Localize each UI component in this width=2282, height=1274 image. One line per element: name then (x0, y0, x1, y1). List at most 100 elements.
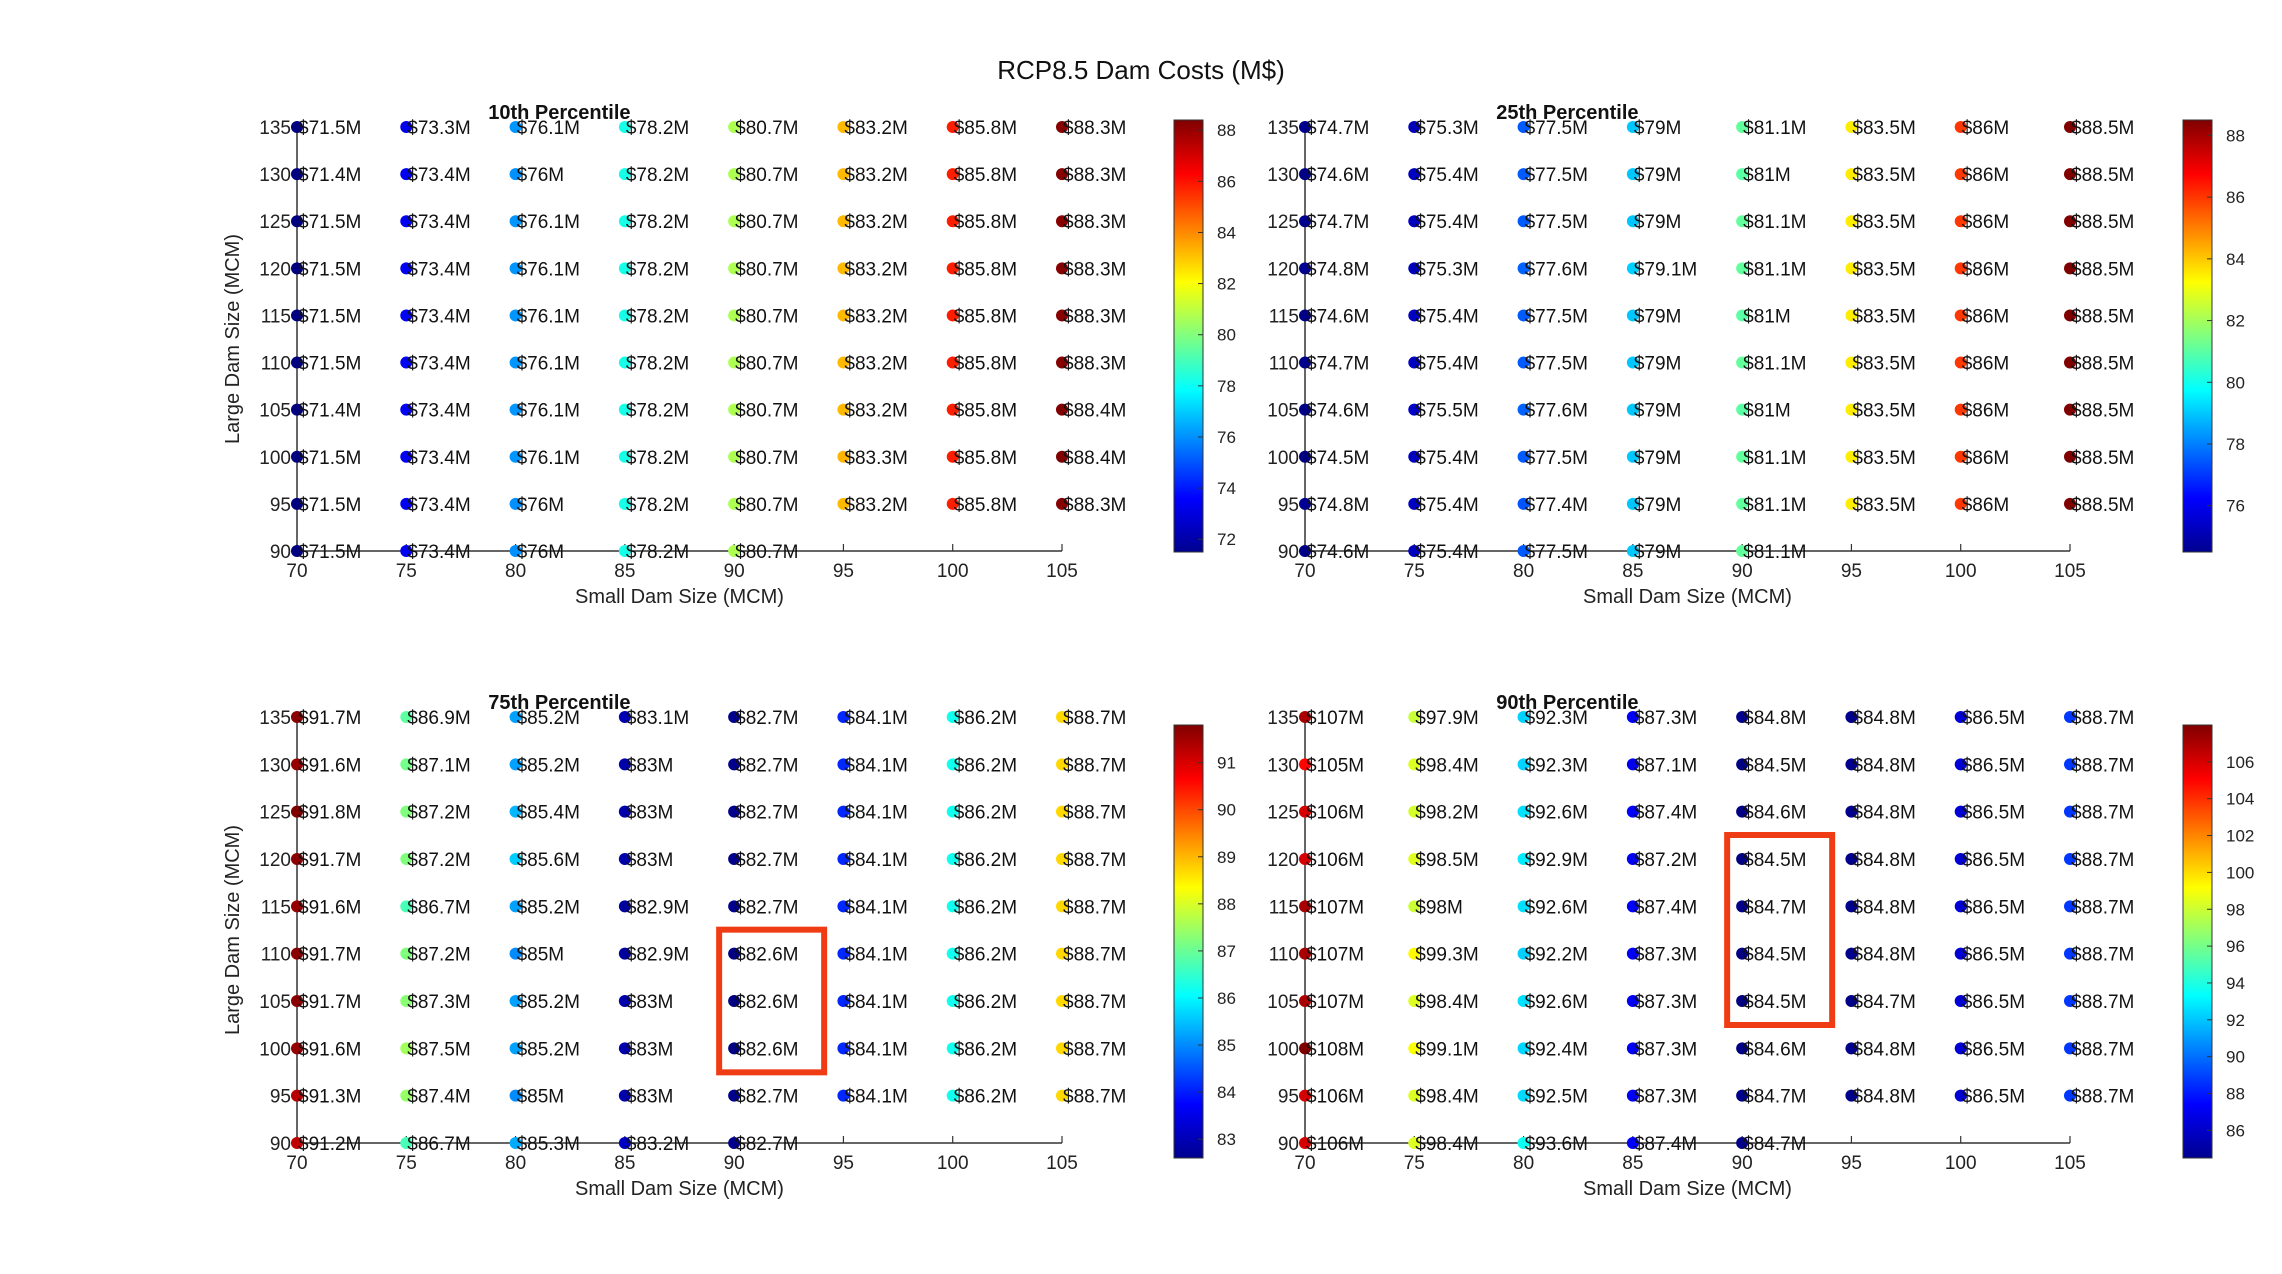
data-label: $76.1M (517, 401, 580, 422)
colorbar-tick-label: 106 (2226, 753, 2254, 772)
data-label: $84.7M (1743, 1087, 1806, 1108)
data-label: $78.2M (626, 448, 689, 469)
data-point (1056, 497, 1068, 510)
data-label: $86.5M (1962, 803, 2025, 824)
data-label: $74.5M (1306, 448, 1369, 469)
data-label: $86.2M (954, 992, 1017, 1013)
data-label: $82.6M (735, 1039, 798, 1060)
data-label: $79M (1634, 165, 1682, 186)
data-label: $84.1M (844, 897, 907, 918)
data-label: $81.1M (1743, 118, 1806, 139)
panel-1: 70 75 80 85 90 95 100 105 90 95 100 105 110 115 120 125… (222, 102, 1236, 608)
data-point (509, 309, 522, 322)
panels: 70 75 80 85 90 95 100 105 90 95 100 105 110 115 120 125… (222, 102, 2254, 1200)
data-point (1626, 168, 1639, 181)
data-label: $83.5M (1852, 401, 1915, 422)
data-point (837, 215, 850, 228)
data-point (1056, 1042, 1068, 1055)
data-label: $88.5M (2071, 259, 2134, 280)
data-label: $84.8M (1852, 850, 1915, 871)
data-label: $86M (1962, 118, 2010, 139)
data-point (1408, 309, 1421, 322)
data-label: $91.7M (298, 708, 361, 729)
y-tick-label: 125 (259, 212, 291, 233)
data-point (1845, 805, 1858, 818)
data-point (291, 853, 303, 865)
data-point (400, 356, 413, 369)
data-point (1736, 215, 1749, 228)
data-label: $86M (1962, 306, 2010, 327)
data-label: $76M (517, 495, 565, 516)
colorbar-tick-label: 88 (1217, 895, 1236, 914)
data-point (291, 215, 303, 228)
data-point (1845, 853, 1858, 865)
data-point (400, 545, 413, 557)
data-label: $73.4M (407, 542, 470, 563)
data-point (509, 853, 522, 865)
data-label: $71.5M (298, 259, 361, 280)
data-point (2064, 853, 2076, 865)
data-point (728, 1089, 741, 1102)
colorbar-tick-label: 89 (1217, 848, 1236, 867)
data-label: $81.1M (1743, 495, 1806, 516)
data-point (2064, 1042, 2076, 1055)
colorbar (2182, 119, 2213, 553)
data-label: $77.5M (1525, 165, 1588, 186)
data-label: $84.5M (1743, 992, 1806, 1013)
data-label: $86.2M (954, 897, 1017, 918)
data-label: $77.5M (1525, 354, 1588, 375)
x-tick-label: 105 (1046, 1153, 1078, 1174)
x-tick-label: 95 (1841, 561, 1862, 582)
data-label: $83M (626, 850, 674, 871)
data-label: $79M (1634, 542, 1682, 563)
panel-title: 75th Percentile (488, 692, 630, 714)
data-label: $86.9M (407, 708, 470, 729)
data-label: $80.7M (735, 542, 798, 563)
data-point (837, 356, 850, 369)
y-tick-label: 90 (1278, 542, 1299, 563)
data-point (946, 758, 959, 771)
data-point (1517, 121, 1530, 133)
data-point (1845, 356, 1858, 369)
data-label: $86.5M (1962, 897, 2025, 918)
data-point (1517, 853, 1530, 865)
data-point (1845, 758, 1858, 771)
data-point (1299, 1137, 1311, 1149)
data-point (728, 497, 741, 510)
data-point (1954, 168, 1967, 181)
data-label: $84.8M (1852, 755, 1915, 776)
data-label: $77.6M (1525, 401, 1588, 422)
data-point (946, 947, 959, 960)
data-point (1056, 121, 1068, 133)
data-label: $75.4M (1415, 542, 1478, 563)
data-point (1954, 215, 1967, 228)
data-point (1736, 947, 1749, 960)
y-tick-label: 110 (261, 945, 291, 966)
data-label: $84.8M (1852, 897, 1915, 918)
y-tick-label: 120 (1267, 259, 1299, 280)
data-point (400, 900, 413, 913)
data-label: $85M (517, 945, 565, 966)
data-label: $74.6M (1306, 306, 1369, 327)
data-label: $82.7M (735, 897, 798, 918)
data-point (1626, 1089, 1639, 1102)
data-point (400, 215, 413, 228)
data-point (1626, 356, 1639, 369)
colorbar (1173, 119, 1204, 553)
data-point (1736, 168, 1749, 181)
data-label: $88.7M (1063, 755, 1126, 776)
data-point (1626, 545, 1639, 557)
data-label: $92.3M (1525, 708, 1588, 729)
data-point (1056, 947, 1068, 960)
data-label: $91.7M (298, 850, 361, 871)
data-label: $81.1M (1743, 259, 1806, 280)
data-label: $98.5M (1415, 850, 1478, 871)
data-label: $88.3M (1063, 259, 1126, 280)
data-point (1517, 900, 1530, 913)
data-point (618, 900, 631, 913)
data-point (1736, 1089, 1749, 1102)
data-point (2064, 1089, 2076, 1102)
data-label: $83.5M (1852, 212, 1915, 233)
data-point (2064, 947, 2076, 960)
colorbar-tick-label: 76 (1217, 428, 1236, 447)
